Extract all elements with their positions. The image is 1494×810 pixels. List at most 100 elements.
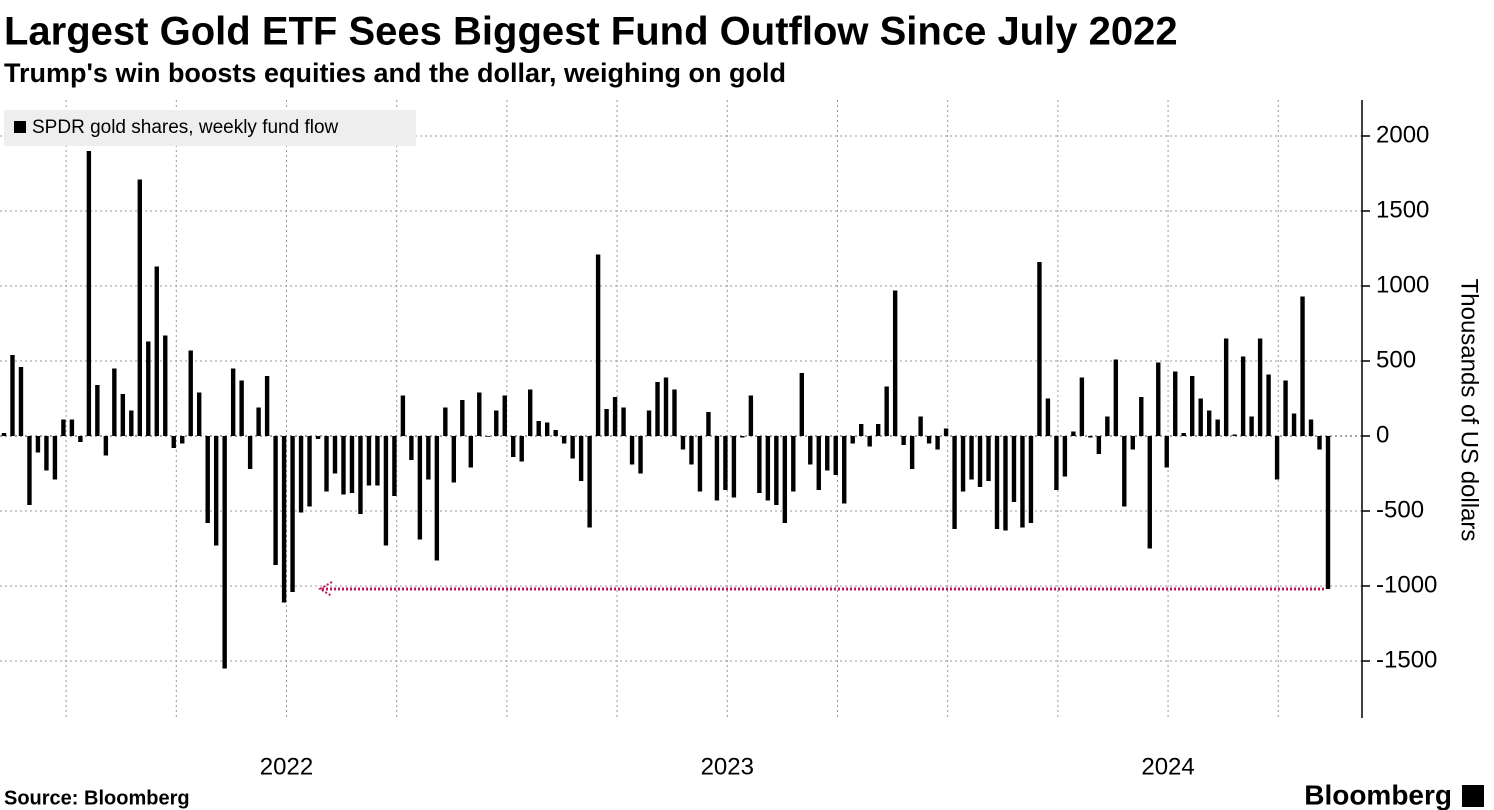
- bar: [27, 436, 32, 505]
- bar: [528, 389, 533, 436]
- bar: [18, 367, 24, 436]
- bar: [460, 400, 465, 436]
- bar: [740, 436, 745, 438]
- y-tick-label: 500: [1376, 346, 1416, 373]
- bar: [765, 436, 771, 501]
- bar: [1325, 436, 1331, 589]
- bar: [774, 436, 779, 505]
- bar: [638, 436, 643, 474]
- legend-swatch: [14, 121, 26, 133]
- bar: [230, 368, 236, 436]
- bar: [434, 436, 440, 561]
- bar: [833, 436, 838, 475]
- y-tick-label: 1500: [1376, 196, 1429, 223]
- bar: [69, 419, 75, 436]
- bar: [485, 436, 490, 437]
- bar: [1003, 436, 1008, 531]
- bar: [808, 436, 813, 465]
- bar: [875, 424, 881, 436]
- bar: [1215, 419, 1220, 436]
- bar: [494, 410, 499, 436]
- bar: [1249, 416, 1254, 436]
- bar: [1088, 436, 1093, 438]
- bar: [1096, 436, 1102, 454]
- bar: [629, 436, 635, 465]
- bar: [86, 151, 92, 436]
- bar: [137, 179, 142, 436]
- bar: [10, 355, 15, 436]
- bar: [120, 394, 126, 436]
- bar: [969, 436, 974, 480]
- bar: [315, 436, 321, 439]
- bar: [1190, 376, 1195, 436]
- bar: [706, 412, 711, 436]
- bar: [477, 392, 482, 436]
- bar: [561, 436, 567, 444]
- bar: [757, 436, 762, 493]
- bar: [468, 436, 473, 468]
- bar: [1062, 436, 1068, 477]
- bar: [1130, 436, 1135, 450]
- annotation-arrowhead: [318, 581, 333, 597]
- bar: [960, 436, 966, 492]
- bar: [816, 436, 821, 490]
- bar: [281, 436, 287, 603]
- bar: [273, 436, 278, 565]
- bar: [511, 436, 516, 457]
- bar: [307, 436, 312, 507]
- x-tick-label: 2024: [1141, 753, 1194, 780]
- bar: [1156, 362, 1161, 436]
- bar: [1122, 436, 1127, 507]
- bar: [918, 416, 923, 436]
- bar: [1, 433, 7, 436]
- bar: [1147, 436, 1152, 549]
- bar: [1113, 359, 1119, 436]
- bar: [375, 436, 380, 486]
- bar: [1274, 436, 1280, 480]
- bar: [655, 382, 660, 436]
- bar: [290, 436, 295, 592]
- bar: [1291, 413, 1297, 436]
- bar: [256, 407, 261, 436]
- bar: [1020, 436, 1025, 528]
- bar: [731, 436, 737, 498]
- bar: [646, 410, 652, 436]
- y-tick-label: -1000: [1376, 571, 1437, 598]
- bar: [247, 436, 253, 469]
- y-tick-label: -1500: [1376, 646, 1437, 673]
- bar: [952, 436, 957, 529]
- bar: [748, 395, 754, 436]
- brand: Bloomberg: [1304, 779, 1452, 810]
- bar: [502, 395, 507, 436]
- bar: [519, 436, 524, 462]
- bar: [1164, 436, 1169, 468]
- bar: [358, 436, 363, 514]
- bar: [782, 436, 788, 523]
- bar: [697, 436, 703, 492]
- bar: [366, 436, 372, 486]
- bar: [1181, 433, 1186, 436]
- bar: [1079, 377, 1085, 436]
- y-tick-label: 0: [1376, 421, 1389, 448]
- bar: [1232, 434, 1237, 436]
- bar: [213, 436, 219, 546]
- bar: [1011, 436, 1017, 502]
- bar: [850, 436, 855, 444]
- bar: [901, 436, 906, 445]
- bar: [52, 436, 58, 480]
- bar: [943, 428, 949, 436]
- bar: [595, 254, 601, 436]
- bar: [553, 430, 558, 436]
- bar: [1317, 436, 1322, 450]
- bar: [1198, 398, 1203, 436]
- bar: [926, 436, 932, 444]
- bar: [146, 341, 151, 436]
- bar: [163, 335, 168, 436]
- bar: [451, 436, 457, 483]
- x-tick-label: 2022: [260, 753, 313, 780]
- bar: [298, 436, 304, 513]
- bar: [1071, 431, 1076, 436]
- bar: [587, 436, 592, 528]
- bar: [332, 436, 338, 474]
